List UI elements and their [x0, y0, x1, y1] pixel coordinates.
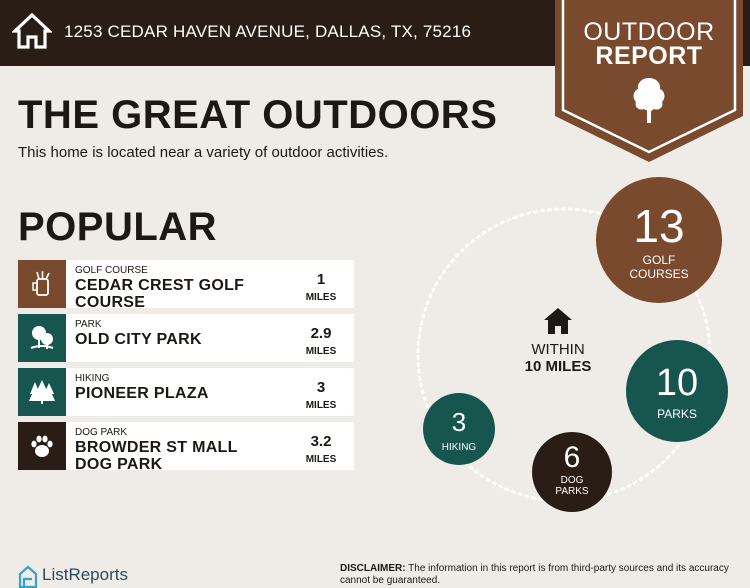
pine-trees-icon — [18, 368, 66, 416]
popular-list: GOLF COURSE CEDAR CREST GOLF COURSE 1 MI… — [18, 260, 354, 476]
parks-count: 10 — [655, 362, 699, 404]
house-icon — [544, 308, 572, 334]
golf-bag-icon — [18, 260, 66, 308]
property-address: 1253 CEDAR HAVEN AVENUE, DALLAS, TX, 752… — [64, 22, 472, 41]
parks-label: PARKS — [657, 407, 697, 421]
dog-count: 6 — [563, 441, 581, 474]
item-name: PIONEER PLAZA — [75, 385, 209, 402]
golf-courses-bubble: 13 GOLF COURSES — [596, 177, 722, 303]
popular-heading: POPULAR — [18, 205, 218, 249]
item-unit: MILES — [305, 346, 337, 357]
list-item-park[interactable]: PARK OLD CITY PARK 2.9 MILES — [18, 314, 354, 362]
within-label: WITHIN — [531, 341, 585, 358]
item-type: PARK — [75, 319, 102, 330]
hiking-label: HIKING — [441, 442, 477, 453]
paw-icon — [18, 422, 66, 470]
item-name: CEDAR CREST GOLF COURSE — [75, 277, 245, 308]
brand-name: ListReports — [42, 565, 128, 584]
item-distance: 3 — [316, 379, 326, 396]
dog-label-line2: PARKS — [555, 486, 589, 497]
item-type: HIKING — [75, 373, 110, 384]
list-item-dog-park[interactable]: DOG PARK BROWDER ST MALL DOG PARK 3.2 MI… — [18, 422, 354, 470]
hiking-count: 3 — [451, 407, 467, 437]
item-unit: MILES — [305, 292, 337, 303]
golf-count: 13 — [633, 200, 685, 252]
disclaimer-text: The information in this report is from t… — [340, 563, 729, 586]
item-type: GOLF COURSE — [75, 265, 148, 276]
golf-label-line2: COURSES — [629, 267, 689, 281]
list-item-hiking[interactable]: HIKING PIONEER PLAZA 3 MILES — [18, 368, 354, 416]
parks-bubble: 10 PARKS — [626, 340, 728, 442]
badge-line1: OUTDOOR — [583, 18, 715, 46]
house-icon — [12, 12, 52, 49]
page-subtitle: This home is located near a variety of o… — [18, 144, 389, 161]
within-distance: 10 MILES — [524, 358, 592, 375]
item-unit: MILES — [305, 454, 337, 465]
listreports-logo-icon — [18, 565, 38, 588]
dog-parks-bubble: 6 DOG PARKS — [532, 432, 612, 512]
item-name: OLD CITY PARK — [75, 331, 202, 348]
item-name: BROWDER ST MALL DOG PARK — [75, 439, 238, 470]
hiking-bubble: 3 HIKING — [423, 393, 495, 465]
list-item-golf[interactable]: GOLF COURSE CEDAR CREST GOLF COURSE 1 MI… — [18, 260, 354, 308]
outdoor-report-badge: OUTDOOR REPORT — [555, 0, 743, 163]
disclaimer: DISCLAIMER: The information in this repo… — [340, 563, 745, 588]
page-title: THE GREAT OUTDOORS — [18, 93, 498, 137]
disclaimer-label: DISCLAIMER: — [340, 563, 406, 574]
dog-label-line1: DOG — [560, 475, 584, 486]
item-unit: MILES — [305, 400, 337, 411]
tree-icon — [633, 78, 665, 123]
golf-label-line1: GOLF — [642, 253, 676, 267]
park-trees-icon — [18, 314, 66, 362]
badge-line2: REPORT — [595, 42, 703, 70]
item-distance: 3.2 — [310, 433, 332, 450]
item-distance: 1 — [316, 271, 326, 288]
item-distance: 2.9 — [310, 325, 332, 342]
item-type: DOG PARK — [75, 427, 128, 438]
